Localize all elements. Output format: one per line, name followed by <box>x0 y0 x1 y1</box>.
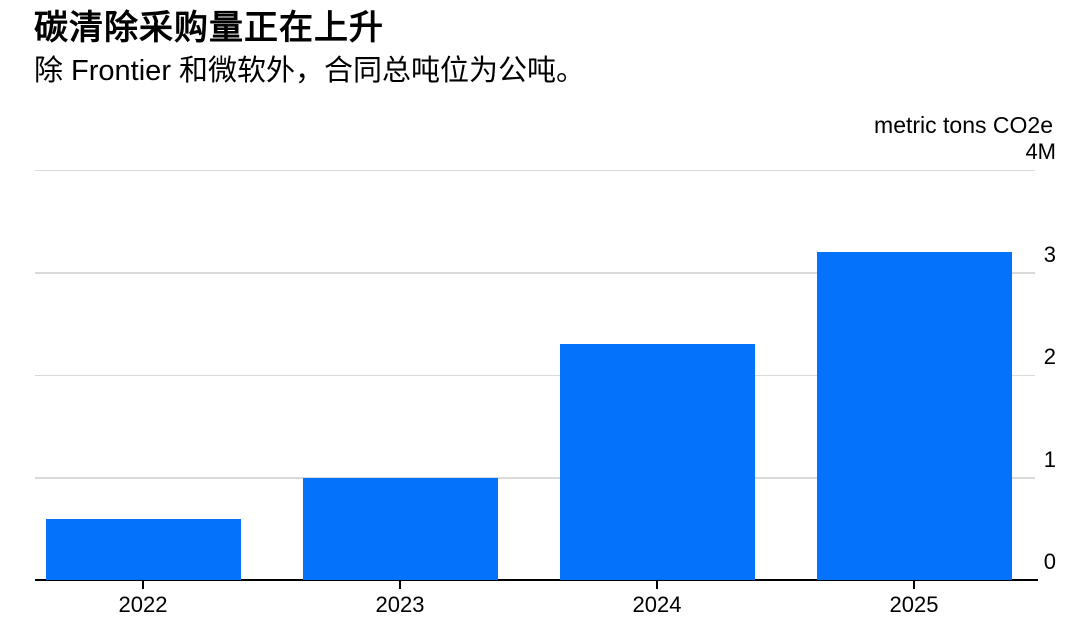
gridline-3 <box>35 272 1035 274</box>
gridline-1 <box>35 477 1035 479</box>
y-tick-label-4M: 4M <box>1025 139 1056 164</box>
y-tick-label-0: 0 <box>1043 549 1056 574</box>
x-tick-2022 <box>142 580 144 589</box>
gridline-4M <box>35 169 1035 171</box>
bar-2022 <box>45 518 241 580</box>
x-tick-label-2023: 2023 <box>375 592 425 617</box>
chart-subtitle: 除 Frontier 和微软外，合同总吨位为公吨。 <box>34 55 586 87</box>
y-tick-label-1: 1 <box>1043 446 1056 472</box>
x-tick-2025 <box>913 580 915 589</box>
bar-2025 <box>816 252 1012 580</box>
plot-area: 0 1 2 3 4M 2022 2023 2024 2025 <box>35 141 1056 617</box>
x-axis-line <box>35 578 1038 581</box>
y-axis-title: metric tons CO2e <box>874 112 1053 138</box>
x-tick-2024 <box>656 580 658 589</box>
x-tick-label-2025: 2025 <box>889 592 939 617</box>
bar-2024 <box>559 344 755 580</box>
bar-2023 <box>302 477 498 580</box>
x-tick-label-2022: 2022 <box>118 592 168 617</box>
y-tick-label-2: 2 <box>1043 344 1056 369</box>
x-tick-label-2024: 2024 <box>632 592 682 617</box>
y-tick-label-3: 3 <box>1043 241 1056 267</box>
chart-title: 碳清除采购量正在上升 <box>34 9 384 47</box>
x-tick-2023 <box>399 580 401 589</box>
gridline-2 <box>35 374 1035 376</box>
